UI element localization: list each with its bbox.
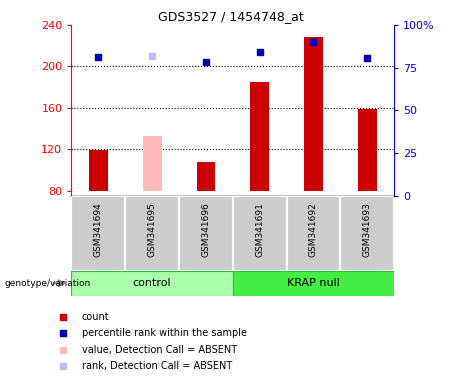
Text: value, Detection Call = ABSENT: value, Detection Call = ABSENT: [82, 344, 236, 354]
Bar: [89, 150, 108, 191]
Bar: [196, 162, 215, 191]
Text: rank, Detection Call = ABSENT: rank, Detection Call = ABSENT: [82, 361, 232, 371]
Bar: [340, 196, 394, 271]
Text: GSM341695: GSM341695: [148, 202, 157, 257]
Bar: [233, 196, 287, 271]
Bar: [71, 196, 125, 271]
Bar: [304, 37, 323, 191]
Text: percentile rank within the sample: percentile rank within the sample: [82, 328, 247, 338]
Text: count: count: [82, 311, 109, 322]
Bar: [71, 271, 233, 296]
Bar: [125, 196, 179, 271]
Text: GSM341692: GSM341692: [309, 202, 318, 257]
Text: genotype/variation: genotype/variation: [5, 279, 91, 288]
Bar: [143, 136, 161, 191]
Text: GSM341691: GSM341691: [255, 202, 264, 257]
Bar: [287, 196, 340, 271]
Text: control: control: [133, 278, 171, 288]
Bar: [358, 109, 377, 191]
Text: GSM341693: GSM341693: [363, 202, 372, 257]
Text: GSM341694: GSM341694: [94, 202, 103, 257]
Bar: [233, 271, 394, 296]
Bar: [250, 82, 269, 191]
Bar: [179, 196, 233, 271]
Text: KRAP null: KRAP null: [287, 278, 340, 288]
Text: GSM341696: GSM341696: [201, 202, 210, 257]
Text: GDS3527 / 1454748_at: GDS3527 / 1454748_at: [158, 10, 303, 23]
